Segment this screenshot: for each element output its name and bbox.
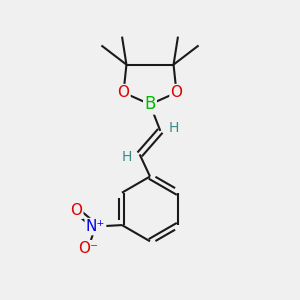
Text: O: O <box>170 85 182 100</box>
Text: O⁻: O⁻ <box>78 241 98 256</box>
Text: H: H <box>168 121 179 135</box>
Text: O: O <box>118 85 130 100</box>
Text: O: O <box>70 203 82 218</box>
Text: B: B <box>144 95 156 113</box>
Text: N⁺: N⁺ <box>86 219 105 234</box>
Text: H: H <box>121 150 132 164</box>
